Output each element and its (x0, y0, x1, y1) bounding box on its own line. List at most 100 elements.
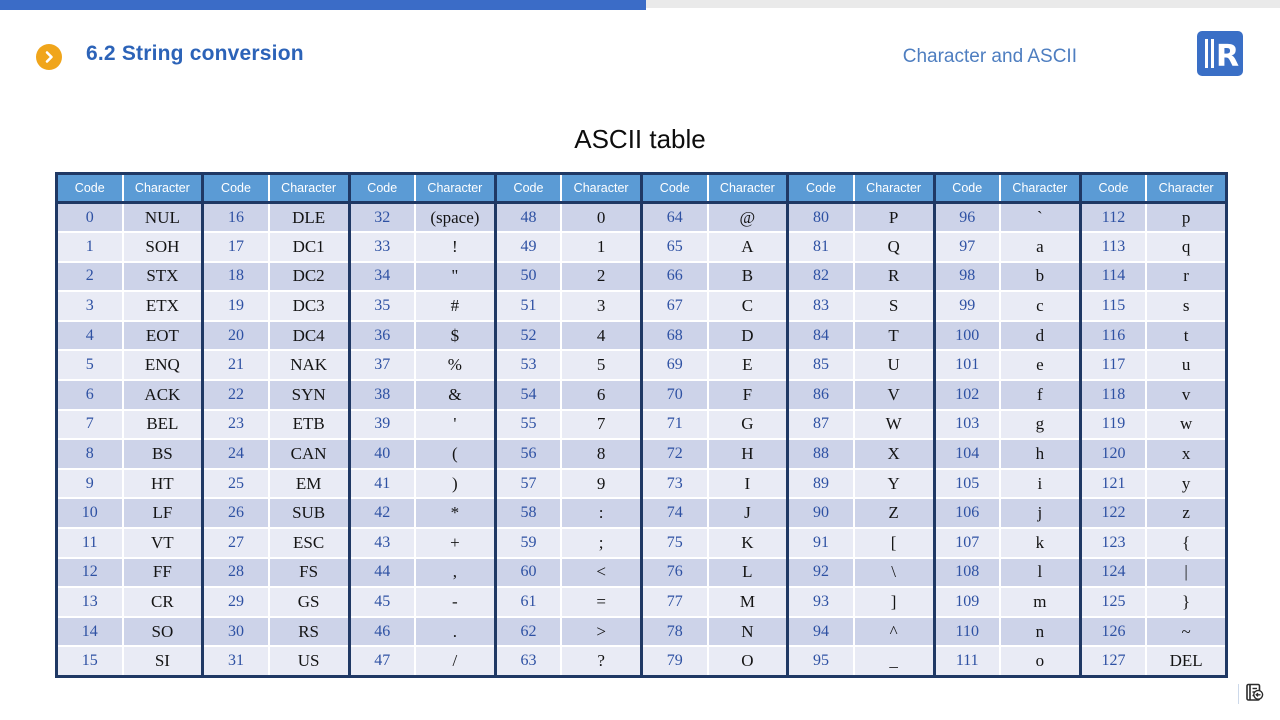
table-row: 3 ETX 19 DC3 35 #51 3 67 C 83 S 99 c 115 s (55, 290, 1228, 322)
code-cell: 14 (55, 615, 124, 648)
char-cell: o (998, 645, 1082, 677)
char-cell: S (852, 290, 936, 322)
char-cell: k (998, 527, 1082, 559)
code-cell: 125 (1078, 586, 1148, 618)
code-cell: 44 (347, 556, 416, 589)
code-cell: 16 (201, 201, 270, 234)
code-cell: 107 (932, 527, 1001, 559)
char-cell: f (998, 379, 1082, 411)
code-cell: 89 (786, 467, 855, 500)
code-cell: 17 (201, 231, 270, 263)
code-cell: 73 (640, 467, 709, 500)
char-cell: l (998, 556, 1082, 589)
code-cell: 63 (493, 645, 563, 677)
code-cell: 115 (1078, 290, 1148, 322)
char-cell: ' (413, 408, 497, 441)
table-row: 13 CR 29 GS 45-61 = 77 M 93] 109 m 125} (55, 586, 1228, 618)
char-cell: DC3 (267, 290, 351, 322)
char-cell: (space) (413, 201, 497, 234)
ascii-table-container: Code Character Code Character Code Character C… (55, 172, 1228, 678)
table-row: 14 SO 30 RS 46. 62 >78 N 94 ^ 110 n 126 ~ (55, 615, 1228, 648)
char-cell: W (852, 408, 936, 441)
char-cell: C (706, 290, 789, 322)
code-cell: 58 (493, 497, 563, 530)
char-cell: ACK (121, 379, 204, 411)
char-cell: { (1145, 527, 1228, 559)
code-cell: 4 (55, 319, 124, 352)
code-cell: 92 (786, 556, 855, 589)
char-cell: L (706, 556, 789, 589)
column-header-character: Character (413, 172, 497, 204)
char-cell: g (998, 408, 1082, 441)
code-cell: 99 (932, 290, 1001, 322)
code-cell: 60 (493, 556, 563, 589)
ascii-table: Code Character Code Character Code Character C… (55, 172, 1228, 678)
code-cell: 11 (55, 527, 124, 559)
code-cell: 33 (347, 231, 416, 263)
char-cell: / (413, 645, 497, 677)
char-cell: n (998, 615, 1082, 648)
char-cell: 5 (560, 349, 643, 382)
top-gray-line (646, 0, 1280, 8)
code-cell: 18 (201, 260, 270, 293)
code-cell: 27 (201, 527, 270, 559)
code-cell: 48 (493, 201, 563, 234)
char-cell: ^ (852, 615, 936, 648)
code-cell: 9 (55, 467, 124, 500)
char-cell: = (560, 586, 643, 618)
code-cell: 66 (640, 260, 709, 293)
char-cell: 8 (560, 438, 643, 470)
return-to-outline-icon[interactable] (1245, 683, 1264, 702)
code-cell: 87 (786, 408, 855, 441)
code-cell: 119 (1078, 408, 1148, 441)
code-cell: 83 (786, 290, 855, 322)
char-cell: SOH (121, 231, 204, 263)
table-row: 1 SOH 17 DC1 33! 49 1 65 A 81 Q 97 a 113 q (55, 231, 1228, 263)
char-cell: ` (998, 201, 1082, 234)
code-cell: 95 (786, 645, 855, 677)
char-cell: RS (267, 615, 351, 648)
code-cell: 26 (201, 497, 270, 530)
char-cell: M (706, 586, 789, 618)
code-cell: 20 (201, 319, 270, 352)
char-cell: CR (121, 586, 204, 618)
char-cell: T (852, 319, 936, 352)
code-cell: 23 (201, 408, 270, 441)
char-cell: ] (852, 586, 936, 618)
code-cell: 118 (1078, 379, 1148, 411)
char-cell: ( (413, 438, 497, 470)
code-cell: 100 (932, 319, 1001, 352)
char-cell: SYN (267, 379, 351, 411)
code-cell: 97 (932, 231, 1001, 263)
code-cell: 35 (347, 290, 416, 322)
code-cell: 31 (201, 645, 270, 677)
char-cell: R (852, 260, 936, 293)
char-cell: % (413, 349, 497, 382)
code-cell: 50 (493, 260, 563, 293)
code-cell: 38 (347, 379, 416, 411)
table-row: 0 NUL 16 DLE 32 (space) 48 0 64 @80 P 96 ` 112 p (55, 201, 1228, 234)
char-cell: * (413, 497, 497, 530)
char-cell: + (413, 527, 497, 559)
code-cell: 12 (55, 556, 124, 589)
code-cell: 56 (493, 438, 563, 470)
code-cell: 3 (55, 290, 124, 322)
table-row: 15 SI 31 US 47/63? 79 O 95 _ 111 o 127 DEL (55, 645, 1228, 677)
code-cell: 93 (786, 586, 855, 618)
char-cell: US (267, 645, 351, 677)
char-cell: NAK (267, 349, 351, 382)
table-row: 11 VT 27 ESC 43 +59; 75 K 91[107 k 123{ (55, 527, 1228, 559)
char-cell: w (1145, 408, 1228, 441)
char-cell: SUB (267, 497, 351, 530)
char-cell: # (413, 290, 497, 322)
char-cell: - (413, 586, 497, 618)
code-cell: 82 (786, 260, 855, 293)
char-cell: u (1145, 349, 1228, 382)
char-cell: F (706, 379, 789, 411)
char-cell: r (1145, 260, 1228, 293)
code-cell: 77 (640, 586, 709, 618)
char-cell: p (1145, 201, 1228, 234)
column-header-character: Character (1145, 172, 1228, 204)
code-cell: 78 (640, 615, 709, 648)
code-cell: 64 (640, 201, 709, 234)
